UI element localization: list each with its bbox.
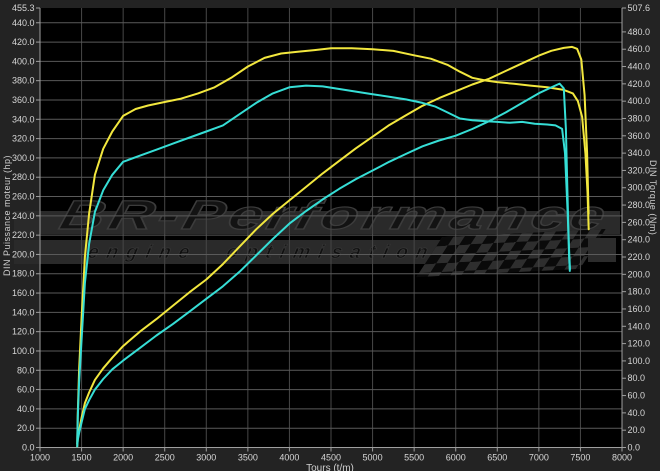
svg-text:120.0: 120.0 [628, 339, 651, 349]
svg-text:6000: 6000 [446, 453, 466, 463]
x-axis-ticks: 1000 1500 2000 2500 3000 3500 4000 4500 5000 5500… [30, 447, 632, 463]
svg-text:440.0: 440.0 [12, 18, 35, 28]
svg-text:420.0: 420.0 [628, 79, 651, 89]
svg-text:200.0: 200.0 [12, 249, 35, 259]
svg-text:280.0: 280.0 [628, 200, 651, 210]
svg-text:8000: 8000 [612, 453, 632, 463]
svg-text:440.0: 440.0 [628, 62, 651, 72]
watermark-band-top [14, 211, 620, 234]
svg-text:20.0: 20.0 [628, 425, 646, 435]
svg-text:140.0: 140.0 [628, 321, 651, 331]
svg-text:240.0: 240.0 [12, 211, 35, 221]
svg-text:260.0: 260.0 [12, 192, 35, 202]
svg-text:7000: 7000 [529, 453, 549, 463]
svg-text:260.0: 260.0 [628, 217, 651, 227]
right-axis-title: DIN Torque (Nm) [648, 160, 658, 236]
svg-text:280.0: 280.0 [12, 172, 35, 182]
svg-text:100.0: 100.0 [628, 356, 651, 366]
svg-text:400.0: 400.0 [628, 96, 651, 106]
svg-text:340.0: 340.0 [628, 148, 651, 158]
svg-text:0.0: 0.0 [628, 443, 641, 453]
svg-text:1000: 1000 [30, 453, 50, 463]
svg-text:0.0: 0.0 [22, 443, 35, 453]
svg-text:3000: 3000 [196, 453, 216, 463]
svg-text:340.0: 340.0 [12, 114, 35, 124]
svg-text:4500: 4500 [321, 453, 341, 463]
svg-text:2000: 2000 [113, 453, 133, 463]
svg-text:460.0: 460.0 [628, 44, 651, 54]
left-axis-title: DIN Puissance moteur (hp) [2, 155, 12, 277]
svg-text:380.0: 380.0 [628, 113, 651, 123]
svg-text:80.0: 80.0 [628, 373, 646, 383]
svg-text:455.3: 455.3 [12, 3, 35, 13]
svg-text:180.0: 180.0 [628, 287, 651, 297]
svg-text:4000: 4000 [279, 453, 299, 463]
svg-text:7500: 7500 [570, 453, 590, 463]
svg-text:100.0: 100.0 [12, 346, 35, 356]
svg-text:240.0: 240.0 [628, 235, 651, 245]
x-axis-title: Tours (t/m) [306, 463, 354, 471]
curve-torque-cyan [76, 84, 571, 445]
svg-text:40.0: 40.0 [628, 408, 646, 418]
svg-text:80.0: 80.0 [17, 365, 35, 375]
svg-text:380.0: 380.0 [12, 76, 35, 86]
svg-text:480.0: 480.0 [628, 27, 651, 37]
svg-text:507.6: 507.6 [628, 3, 651, 13]
svg-text:360.0: 360.0 [628, 131, 651, 141]
svg-text:60.0: 60.0 [17, 385, 35, 395]
svg-text:320.0: 320.0 [12, 134, 35, 144]
curve-power-yellow [76, 45, 590, 448]
svg-text:40.0: 40.0 [17, 404, 35, 414]
svg-text:220.0: 220.0 [628, 252, 651, 262]
svg-text:60.0: 60.0 [628, 391, 646, 401]
svg-text:160.0: 160.0 [628, 304, 651, 314]
svg-text:180.0: 180.0 [12, 269, 35, 279]
checkered-flag-end [588, 238, 616, 262]
svg-text:160.0: 160.0 [12, 288, 35, 298]
left-axis-ticks: 455.3 440.0 420.0 400.0 380.0 360.0 340.0 320.0… [12, 3, 40, 453]
grid-vertical [81, 8, 581, 448]
svg-text:300.0: 300.0 [12, 153, 35, 163]
svg-text:6500: 6500 [487, 453, 507, 463]
svg-text:2500: 2500 [155, 453, 175, 463]
svg-text:140.0: 140.0 [12, 307, 35, 317]
svg-text:420.0: 420.0 [12, 37, 35, 47]
svg-text:1500: 1500 [72, 453, 92, 463]
curve-torque-yellow [76, 47, 590, 445]
svg-text:300.0: 300.0 [628, 183, 651, 193]
svg-text:5000: 5000 [363, 453, 383, 463]
svg-text:320.0: 320.0 [628, 165, 651, 175]
curve-power-cyan [76, 82, 571, 448]
svg-text:5500: 5500 [404, 453, 424, 463]
svg-text:20.0: 20.0 [17, 423, 35, 433]
svg-text:220.0: 220.0 [12, 230, 35, 240]
svg-text:400.0: 400.0 [12, 56, 35, 66]
svg-text:200.0: 200.0 [628, 269, 651, 279]
svg-text:120.0: 120.0 [12, 327, 35, 337]
right-axis-ticks: 507.6 480.0 460.0 440.0 420.0 400.0 380.0 360.0… [622, 3, 650, 453]
svg-text:3500: 3500 [238, 453, 258, 463]
svg-text:360.0: 360.0 [12, 95, 35, 105]
